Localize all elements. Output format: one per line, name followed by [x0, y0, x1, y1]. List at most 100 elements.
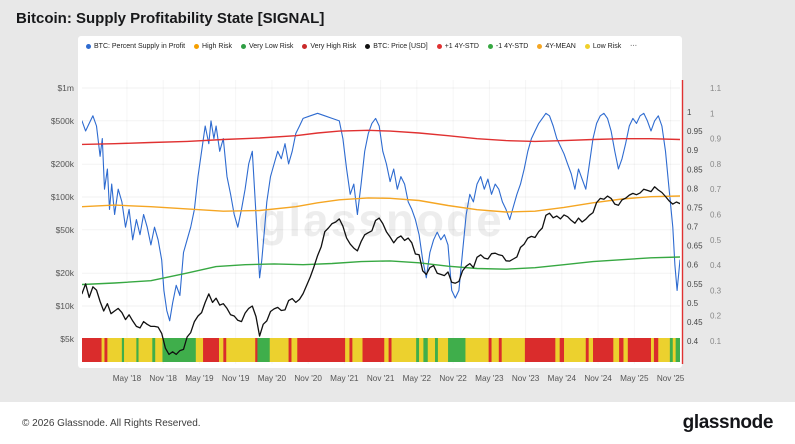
- legend-dot-icon: [436, 44, 442, 49]
- legend-label: BTC: Price [USD]: [373, 43, 428, 50]
- risk-segment: [218, 338, 224, 362]
- risk-segment: [564, 338, 587, 362]
- risk-segment: [362, 338, 385, 362]
- risk-segment: [388, 338, 392, 362]
- risk-segment: [138, 338, 153, 362]
- right-outer-axis-tick-label: 0.4: [710, 261, 722, 270]
- legend-label: -1 4Y-STD: [495, 43, 529, 50]
- legend-item-5[interactable]: +1 4Y-STD: [436, 43, 479, 50]
- x-axis-tick-label: May '20: [258, 374, 287, 383]
- x-axis-tick-label: May '22: [403, 374, 432, 383]
- risk-segment: [435, 338, 439, 362]
- risk-segment: [384, 338, 390, 362]
- legend-dot-icon: [241, 44, 246, 49]
- copyright-text: © 2026 Glassnode. All Rights Reserved.: [22, 417, 201, 429]
- risk-segment: [559, 338, 565, 362]
- risk-segment: [585, 338, 590, 362]
- right-inner-axis-tick-label: 0.7: [687, 223, 699, 232]
- right-outer-axis-tick-label: 0.3: [710, 286, 722, 295]
- right-outer-axis-tick-label: 0.8: [710, 160, 722, 169]
- x-axis-tick-label: Nov '21: [367, 374, 395, 383]
- risk-segment: [345, 338, 350, 362]
- left-axis-tick-label: $500k: [51, 116, 75, 126]
- left-axis-tick-label: $10k: [56, 301, 75, 311]
- x-axis-tick-label: May '24: [548, 374, 577, 383]
- risk-segment: [155, 338, 163, 362]
- legend-label: Low Risk: [592, 43, 622, 50]
- left-axis-tick-label: $1m: [57, 83, 74, 93]
- legend-label: BTC: Percent Supply in Profit: [94, 43, 186, 50]
- series--1-4y-std: [82, 129, 680, 146]
- x-axis-tick-label: May '19: [185, 374, 214, 383]
- risk-segment: [619, 338, 624, 362]
- risk-segment: [623, 338, 629, 362]
- right-inner-axis-tick-label: 0.85: [687, 165, 703, 174]
- risk-segment: [124, 338, 137, 362]
- legend-item-9[interactable]: ···: [630, 43, 637, 50]
- glassnode-logo: glassnode: [682, 412, 774, 433]
- right-inner-axis-tick-label: 1: [687, 108, 692, 117]
- risk-segment: [498, 338, 503, 362]
- right-inner-axis-tick-label: 0.65: [687, 242, 703, 251]
- legend-dot-icon: [584, 44, 590, 49]
- risk-segment: [121, 338, 125, 362]
- left-axis-tick-label: $200k: [51, 159, 75, 169]
- legend-label: ···: [630, 43, 638, 50]
- risk-segment: [391, 338, 417, 362]
- risk-segment: [255, 338, 258, 362]
- risk-signal-band: [82, 338, 680, 362]
- x-axis-tick-label: Nov '23: [512, 374, 540, 383]
- risk-segment: [448, 338, 466, 362]
- legend-dot-icon: [194, 44, 200, 49]
- risk-segment: [524, 338, 556, 362]
- right-inner-axis-tick-label: 0.95: [687, 127, 703, 136]
- legend-item-6[interactable]: -1 4Y-STD: [487, 43, 529, 50]
- legend-item-3[interactable]: Very High Risk: [302, 43, 356, 50]
- risk-segment: [352, 338, 363, 362]
- legend-item-7[interactable]: 4Y-MEAN: [537, 43, 576, 50]
- risk-segment: [465, 338, 490, 362]
- risk-segment: [675, 338, 680, 362]
- risk-segment: [588, 338, 594, 362]
- risk-segment: [223, 338, 227, 362]
- series--1-4y-std: [82, 256, 680, 286]
- chart-card: [78, 36, 682, 368]
- legend-label: 4Y-MEAN: [545, 43, 576, 50]
- right-inner-axis-tick-label: 0.55: [687, 280, 703, 289]
- right-inner-axis-tick-label: 0.4: [687, 337, 699, 346]
- legend-item-8[interactable]: Low Risk: [584, 43, 622, 50]
- risk-segment: [82, 338, 102, 362]
- x-axis-tick-label: Nov '20: [294, 374, 322, 383]
- x-axis-tick-label: Nov '18: [149, 374, 177, 383]
- risk-segment: [593, 338, 614, 362]
- right-outer-axis-tick-label: 0.1: [710, 337, 722, 346]
- risk-segment: [501, 338, 526, 362]
- risk-segment: [226, 338, 256, 362]
- legend-item-2[interactable]: Very Low Risk: [241, 43, 293, 50]
- series-4y-mean: [82, 195, 680, 213]
- risk-segment: [416, 338, 420, 362]
- page-title: Bitcoin: Supply Profitability State [SIG…: [16, 10, 325, 27]
- risk-segment: [488, 338, 492, 362]
- legend-item-1[interactable]: High Risk: [194, 43, 232, 50]
- right-outer-axis-tick-label: 1.1: [710, 84, 722, 93]
- risk-segment: [658, 338, 671, 362]
- x-axis-tick-label: Nov '22: [439, 374, 467, 383]
- series-btc-percent-supply-in-profit: [82, 112, 680, 322]
- right-outer-axis-tick-label: 0.9: [710, 135, 722, 144]
- right-outer-axis-tick-label: 1: [710, 109, 715, 118]
- risk-segment: [107, 338, 123, 362]
- legend-dot-icon: [365, 44, 371, 49]
- legend-item-0[interactable]: BTC: Percent Supply in Profit: [86, 43, 185, 50]
- x-axis-tick-label: Nov '24: [584, 374, 612, 383]
- x-axis-tick-label: Nov '19: [222, 374, 250, 383]
- left-axis-tick-label: $5k: [60, 334, 74, 344]
- risk-segment: [195, 338, 204, 362]
- legend-label: Very High Risk: [310, 43, 357, 50]
- x-axis-tick-label: May '23: [475, 374, 504, 383]
- left-axis-tick-label: $50k: [56, 225, 75, 235]
- right-inner-axis-tick-label: 0.9: [687, 146, 699, 155]
- risk-segment: [423, 338, 429, 362]
- legend-item-4[interactable]: BTC: Price [USD]: [365, 43, 428, 50]
- risk-segment: [653, 338, 659, 362]
